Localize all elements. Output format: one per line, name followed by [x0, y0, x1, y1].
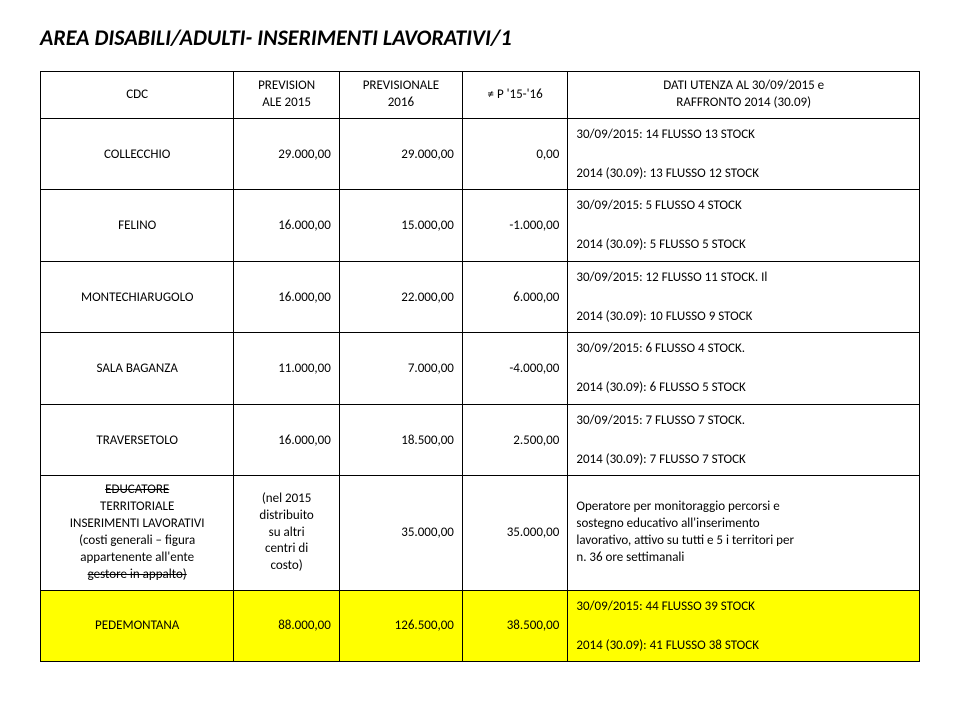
cdc-cell: TRAVERSETOLO	[41, 404, 234, 476]
p2015-cell: 29.000,00	[234, 118, 339, 190]
header-cdc: CDC	[41, 72, 234, 119]
p2016-cell: 22.000,00	[339, 261, 462, 333]
p2015-cell: 16.000,00	[234, 404, 339, 476]
dati-cell: 30/09/2015: 5 FLUSSO 4 STOCK 2014 (30.09…	[568, 190, 920, 262]
diff-cell: 0,00	[462, 118, 567, 190]
diff-cell: 6.000,00	[462, 261, 567, 333]
table-row: COLLECCHIO 29.000,00 29.000,00 0,00 30/0…	[41, 118, 920, 190]
p2016-cell: 18.500,00	[339, 404, 462, 476]
data-table: CDC PREVISION ALE 2015 PREVISIONALE 2016…	[40, 71, 920, 662]
cdc-cell: FELINO	[41, 190, 234, 262]
p2016-cell: 7.000,00	[339, 333, 462, 405]
p2016-cell: 29.000,00	[339, 118, 462, 190]
header-diff: ≠ P '15-'16	[462, 72, 567, 119]
header-prev2015: PREVISION ALE 2015	[234, 72, 339, 119]
dati-cell: Operatore per monitoraggio percorsi e so…	[568, 476, 920, 590]
diff-cell: 35.000,00	[462, 476, 567, 590]
cdc-cell: MONTECHIARUGOLO	[41, 261, 234, 333]
diff-cell: 2.500,00	[462, 404, 567, 476]
p2015-cell: (nel 2015 distribuito su altri centri di…	[234, 476, 339, 590]
dati-cell: 30/09/2015: 7 FLUSSO 7 STOCK. 2014 (30.0…	[568, 404, 920, 476]
table-row: MONTECHIARUGOLO 16.000,00 22.000,00 6.00…	[41, 261, 920, 333]
diff-cell: -1.000,00	[462, 190, 567, 262]
table-row: SALA BAGANZA 11.000,00 7.000,00 -4.000,0…	[41, 333, 920, 405]
p2015-cell: 16.000,00	[234, 190, 339, 262]
table-row: TRAVERSETOLO 16.000,00 18.500,00 2.500,0…	[41, 404, 920, 476]
p2016-cell: 15.000,00	[339, 190, 462, 262]
dati-cell: 30/09/2015: 6 FLUSSO 4 STOCK. 2014 (30.0…	[568, 333, 920, 405]
cdc-cell: SALA BAGANZA	[41, 333, 234, 405]
dati-cell: 30/09/2015: 12 FLUSSO 11 STOCK. Il 2014 …	[568, 261, 920, 333]
p2015-cell: 88.000,00	[234, 590, 339, 662]
diff-cell: 38.500,00	[462, 590, 567, 662]
table-row-pedemontana: PEDEMONTANA 88.000,00 126.500,00 38.500,…	[41, 590, 920, 662]
diff-cell: -4.000,00	[462, 333, 567, 405]
p2016-cell: 35.000,00	[339, 476, 462, 590]
p2015-cell: 11.000,00	[234, 333, 339, 405]
table-header-row: CDC PREVISION ALE 2015 PREVISIONALE 2016…	[41, 72, 920, 119]
table-row: FELINO 16.000,00 15.000,00 -1.000,00 30/…	[41, 190, 920, 262]
header-prev2016: PREVISIONALE 2016	[339, 72, 462, 119]
table-row-educatore: EDUCATORE TERRITORIALE INSERIMENTI LAVOR…	[41, 476, 920, 590]
cdc-cell: COLLECCHIO	[41, 118, 234, 190]
page-title: AREA DISABILI/ADULTI- INSERIMENTI LAVORA…	[40, 24, 920, 51]
header-dati: DATI UTENZA AL 30/09/2015 e RAFFRONTO 20…	[568, 72, 920, 119]
dati-cell: 30/09/2015: 14 FLUSSO 13 STOCK 2014 (30.…	[568, 118, 920, 190]
dati-cell: 30/09/2015: 44 FLUSSO 39 STOCK 2014 (30.…	[568, 590, 920, 662]
cdc-cell: PEDEMONTANA	[41, 590, 234, 662]
p2016-cell: 126.500,00	[339, 590, 462, 662]
p2015-cell: 16.000,00	[234, 261, 339, 333]
cdc-cell: EDUCATORE TERRITORIALE INSERIMENTI LAVOR…	[41, 476, 234, 590]
